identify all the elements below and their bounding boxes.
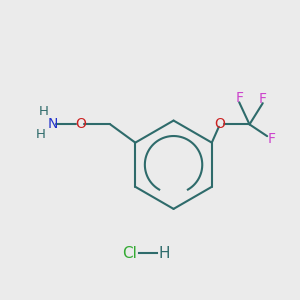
Text: Cl: Cl	[122, 246, 137, 261]
Text: H: H	[159, 246, 170, 261]
Text: F: F	[235, 92, 243, 106]
Text: O: O	[214, 117, 226, 131]
Text: N: N	[48, 117, 58, 131]
Text: O: O	[75, 117, 86, 131]
Text: H: H	[36, 128, 45, 141]
Text: F: F	[268, 131, 276, 146]
Text: H: H	[39, 105, 49, 118]
Text: F: F	[259, 92, 267, 106]
